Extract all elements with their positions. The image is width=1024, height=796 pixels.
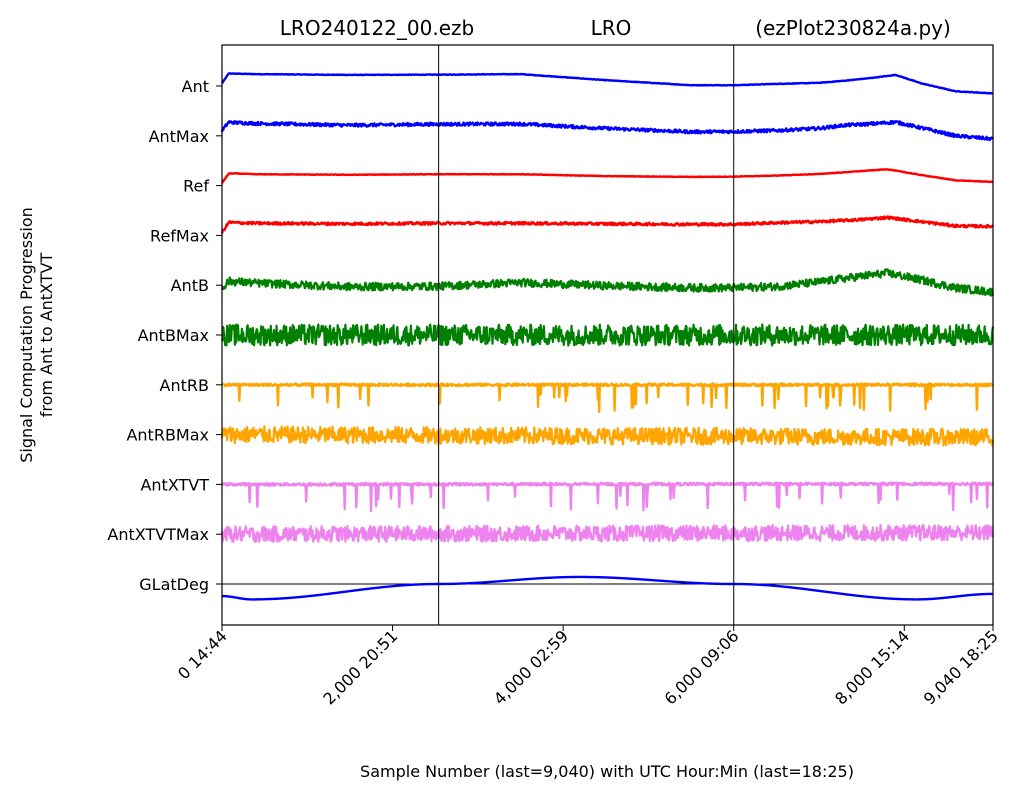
series-line-antrb: [221, 382, 995, 414]
title-left: LRO240122_00.ezb: [280, 16, 474, 40]
x-tick-label-4: 6,000 09:06: [661, 626, 743, 708]
y-axis-label-line2: from Ant to AntXTVT: [37, 253, 56, 418]
y-tick-label-antmax: AntMax: [149, 127, 209, 146]
series-line-antxtvt: [220, 481, 995, 513]
x-tick-labels: 0 14:44 2,000 20:51 4,000 02:59 6,000 09:06…: [174, 625, 1002, 708]
y-tick-label-antrbmax: AntRBMax: [126, 426, 209, 445]
series-line-antrbmax: [220, 425, 995, 447]
series-line-glatdeg: [222, 575, 993, 601]
y-tick-label-antb: AntB: [171, 276, 209, 295]
title-center: LRO: [591, 16, 632, 40]
title-right: (ezPlot230824a.py): [755, 16, 951, 40]
y-tick-label-ant: Ant: [182, 77, 209, 96]
vertical-markers: [438, 45, 735, 625]
series-layer: [220, 72, 995, 601]
series-line-ant: [221, 72, 994, 95]
series-line-refmax: [220, 215, 994, 234]
y-tick-labels: Ant AntMax Ref RefMax AntB AntBMax AntRB AntRBM…: [107, 77, 222, 594]
y-tick-label-antxtvtmax: AntXTVTMax: [107, 525, 209, 544]
x-tick-label-2: 2,000 20:51: [319, 626, 401, 708]
series-line-antxtvtmax: [220, 523, 995, 543]
series-line-ref: [221, 168, 994, 184]
x-tick-label-3: 4,000 02:59: [490, 626, 572, 708]
y-tick-label-glatdeg: GLatDeg: [139, 575, 209, 594]
y-tick-label-antrb: AntRB: [160, 376, 209, 395]
series-line-antb: [220, 268, 995, 297]
y-tick-label-ref: Ref: [183, 177, 209, 196]
x-axis-label: Sample Number (last=9,040) with UTC Hour…: [360, 762, 854, 781]
series-line-antbmax: [220, 323, 995, 347]
x-tick-label-1: 0 14:44: [174, 626, 231, 683]
x-tick-label-6: 9,040 18:25: [920, 626, 1002, 708]
y-tick-label-refmax: RefMax: [150, 226, 209, 245]
y-axis-label-line1: Signal Computation Progression: [17, 207, 36, 463]
y-tick-label-antbmax: AntBMax: [138, 326, 209, 345]
x-tick-label-5: 8,000 15:14: [831, 626, 913, 708]
y-tick-label-antxtvt: AntXTVT: [140, 475, 209, 494]
series-line-antmax: [220, 119, 995, 142]
